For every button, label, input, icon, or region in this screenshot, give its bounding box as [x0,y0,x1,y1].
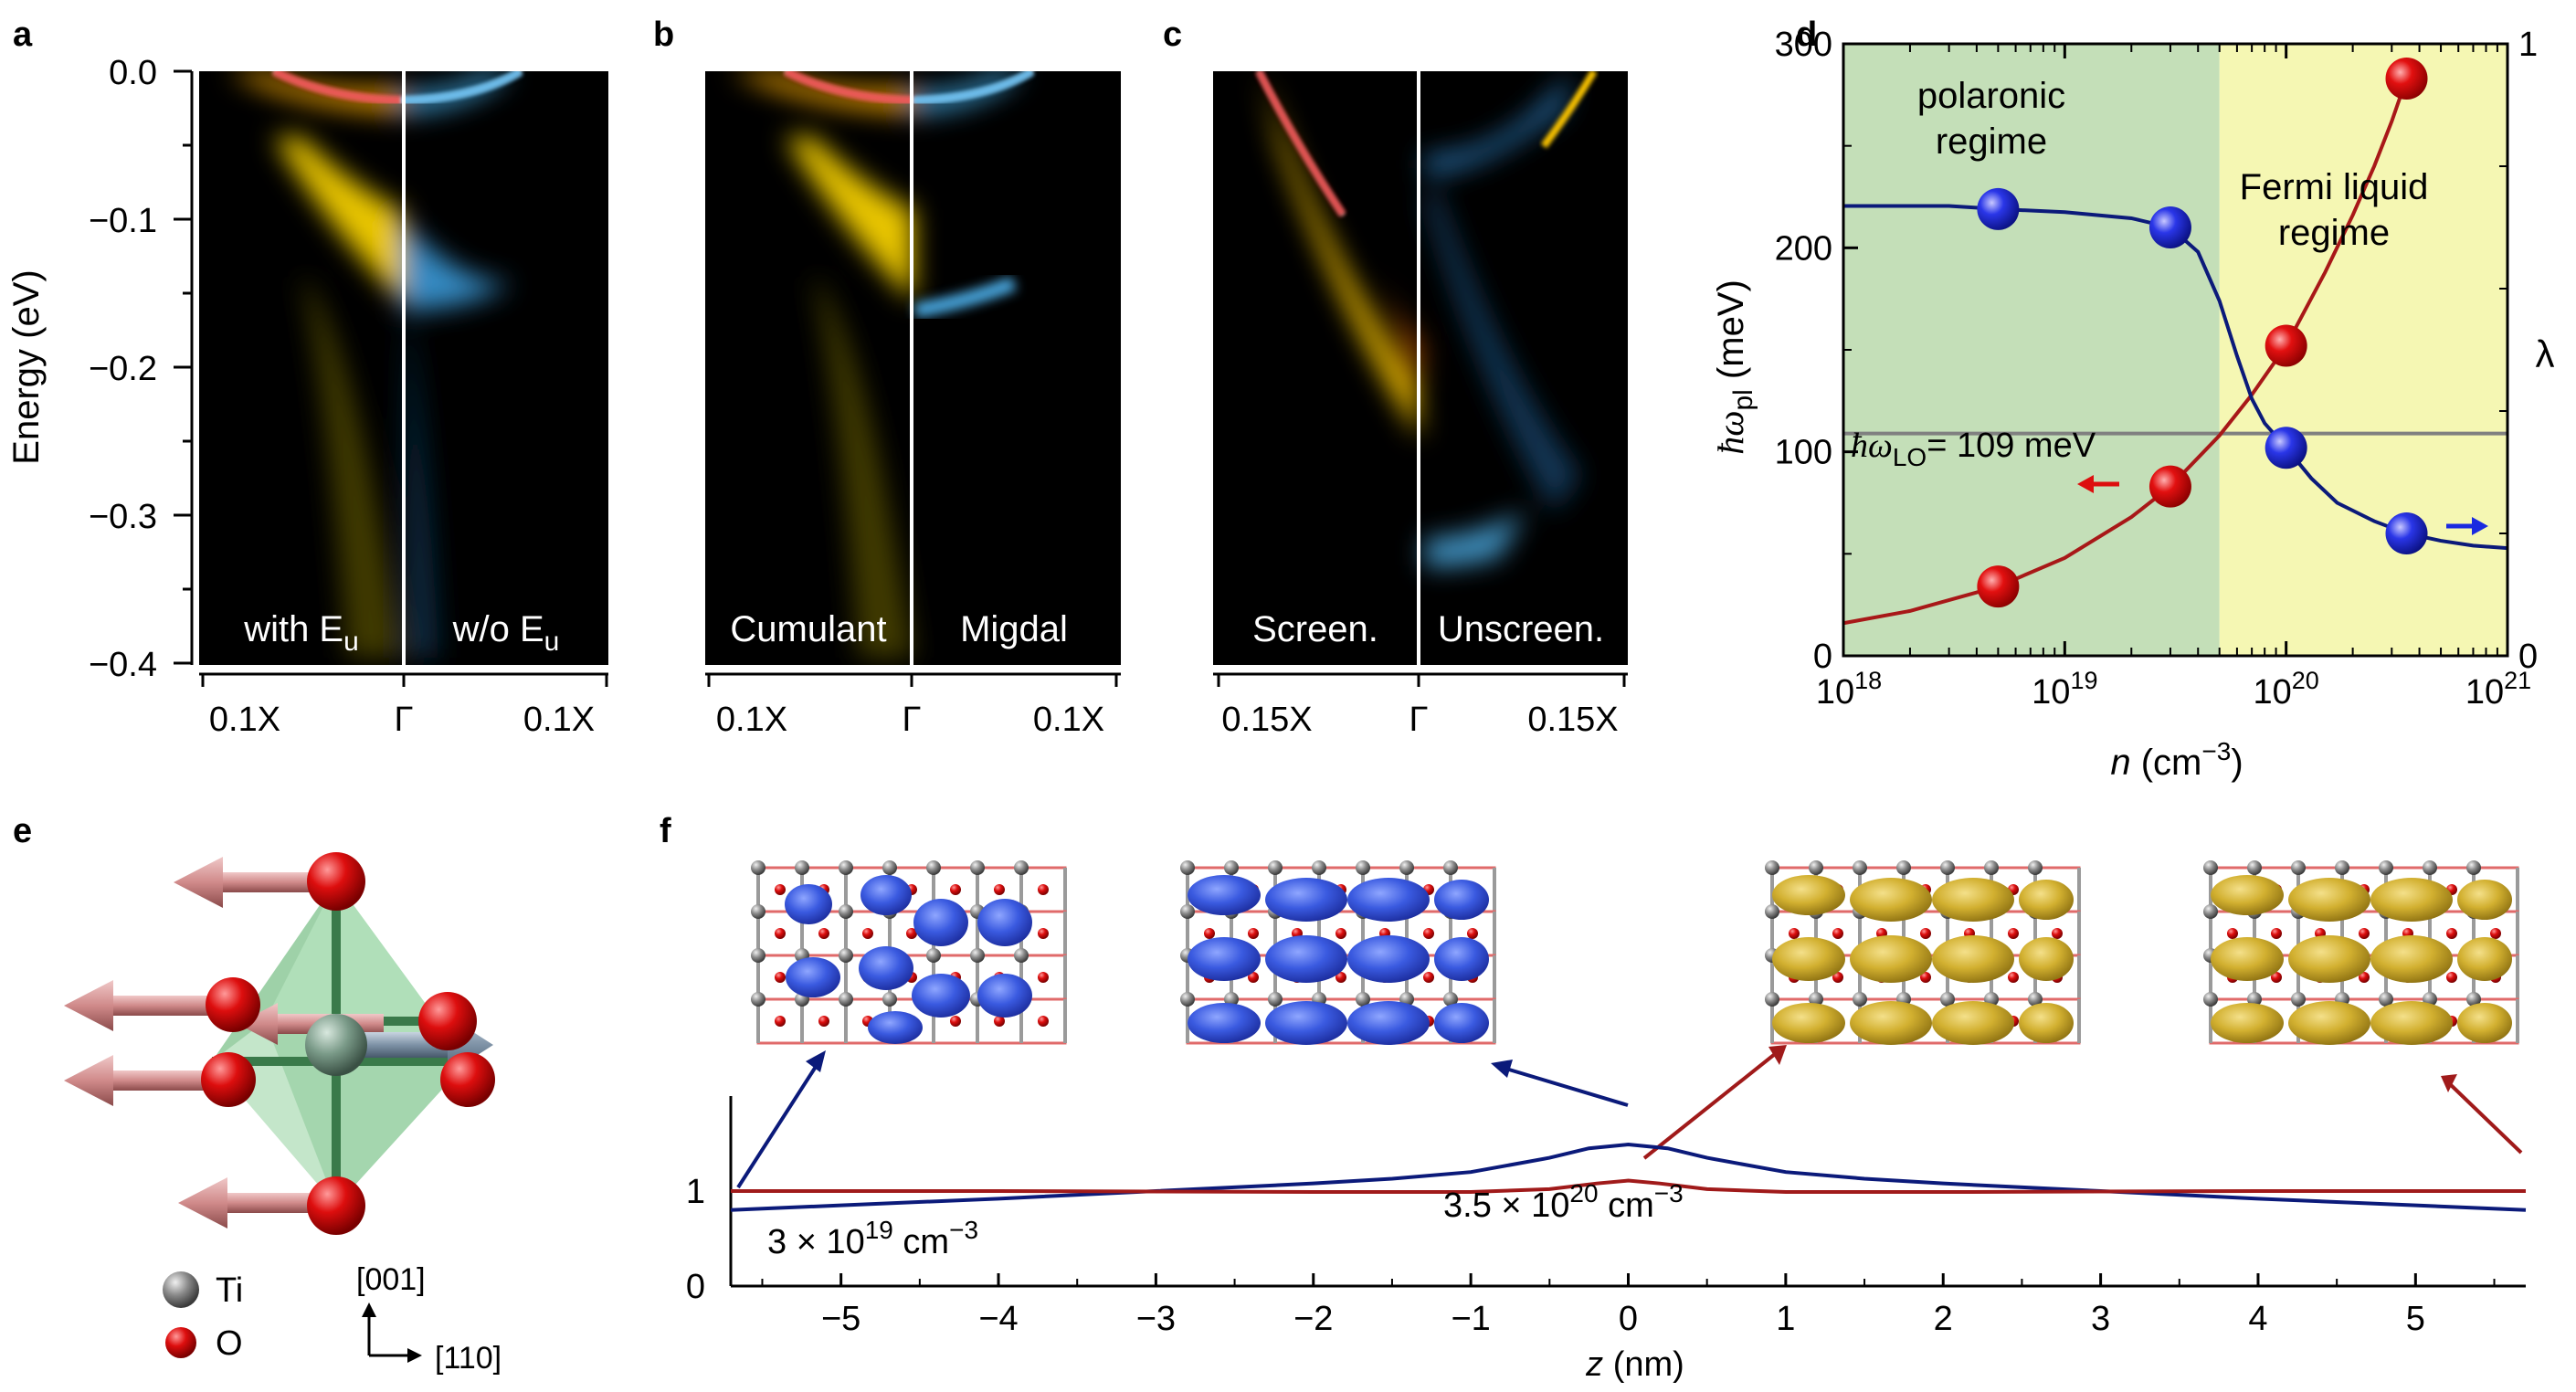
panel-f-xlabel: z (nm) [1585,1345,1684,1384]
panel-f-chart: −5 −4 −3 −2 −1 0 1 2 3 4 5 0 1 3 × 1019 cm−3 3.5 × 1… [686,1096,2527,1384]
f-xtick-label-9: 4 [2248,1300,2267,1338]
f-xtick-label-2: −3 [1136,1300,1176,1338]
red-arrow-left [2077,475,2119,493]
d-xtick-label-3: 1021 [2465,667,2531,712]
panel-label-a: a [13,16,33,54]
f-ytick-label-0: 0 [686,1268,705,1306]
panel-d-ylabel-right: λ [2536,332,2555,375]
energy-tick-3: −0.3 [89,498,157,536]
panel-a-spectrum: with Eu w/o Eu [199,71,608,665]
lambda-point-1 [2148,206,2191,248]
panel-a-xtick-1: Γ [395,701,414,739]
legend-o: O [216,1324,243,1363]
energy-tick-2: −0.2 [89,350,157,388]
panel-c-left-label: Screen. [1252,609,1378,649]
panel-a-x-axis: 0.1X Γ 0.1X [199,672,608,739]
panel-b-spectrum: Cumulant Migdal [705,71,1121,665]
ti-legend-icon [163,1271,199,1308]
density-curve-high [731,1178,2526,1195]
panel-c-right-label: Unscreen. [1438,609,1604,649]
legend-ti: Ti [216,1271,243,1310]
panel-a-xtick-2: 0.1X [523,701,595,739]
plasmon-point-3 [2385,57,2428,100]
fermi-label-line2: regime [2278,213,2390,253]
energy-axis: 0.0 −0.1 −0.2 −0.3 −0.4 Energy (eV) [6,54,194,684]
polaronic-label-line1: polaronic [1917,76,2065,116]
f-xtick-label-7: 2 [1934,1300,1953,1338]
panel-c-x-axis: 0.15X Γ 0.15X [1213,672,1628,739]
d-ytick-label-2: 200 [1775,229,1832,268]
d-ytick-label-1: 100 [1775,434,1832,472]
panel-b-xtick-1: Γ [903,701,922,739]
f-xtick-label-0: −5 [821,1300,860,1338]
panel-b-xtick-2: 0.1X [1033,701,1104,739]
f-ytick-label-1: 1 [686,1173,705,1211]
plasmon-point-0 [1977,565,2020,608]
panel-a-right-label: w/o Eu [452,609,560,657]
panel-a-xtick-0: 0.1X [209,701,280,739]
energy-axis-label: Energy (eV) [6,269,47,464]
panel-c-xtick-0: 0.15X [1221,701,1312,739]
panel-b-left-label: Cumulant [730,609,886,649]
panel-c-spectrum: Screen. Unscreen. [1213,71,1628,665]
axis-110: [110] [435,1341,501,1376]
panel-f-slab-3 [1763,859,2081,1045]
f-xtick-label-10: 5 [2406,1300,2425,1338]
lambda-point-3 [2385,512,2428,554]
polaronic-label-line2: regime [1936,121,2047,162]
plasmon-point-2 [2265,324,2307,367]
panel-e-octahedron: Ti O [001] [110] [64,852,501,1376]
ti-atom-center [305,1014,367,1076]
panel-label-b: b [653,16,674,54]
lambda-point-2 [2265,427,2307,469]
polaronic-region [1843,44,2220,656]
panel-c-xtick-2: 0.15X [1527,701,1618,739]
panel-f-slab-4 [2201,859,2519,1045]
fermi-label-line1: Fermi liquid [2240,167,2429,207]
panel-b-xtick-0: 0.1X [716,701,787,739]
panel-c-xtick-1: Γ [1409,701,1429,739]
lambda-point-0 [1977,187,2020,230]
panel-label-f: f [660,812,671,850]
f-xtick-label-3: −2 [1293,1300,1333,1338]
fermi-liquid-region [2219,44,2507,656]
d-ytick-label-3: 300 [1775,26,1832,64]
d-xtick-label-0: 1018 [1816,667,1882,712]
lo-label: ħωLO= 109 meV [1851,427,2096,471]
f-xtick-label-4: −1 [1451,1300,1490,1338]
panel-f-slab-2 [1178,859,1496,1045]
d-ytick-label-0: 0 [1813,638,1832,676]
o-legend-icon [165,1327,196,1358]
d-y2tick-label-1: 1 [2518,26,2538,64]
crystal-axes-icon [367,1310,415,1357]
panel-label-e: e [13,812,32,850]
f-xtick-label-6: 1 [1776,1300,1795,1338]
panel-b-x-axis: 0.1X Γ 0.1X [705,672,1121,739]
pointer-arrows [736,1049,2523,1189]
energy-tick-1: −0.1 [89,202,157,240]
d-y2tick-label-0: 0 [2518,638,2538,676]
low-density-label: 3 × 1019 cm−3 [767,1216,978,1261]
plasmon-point-1 [2148,465,2191,508]
energy-tick-4: −0.4 [89,646,157,684]
panel-label-c: c [1163,16,1182,54]
panel-d-ylabel: ħωpl (meV) [1710,279,1758,455]
axis-001: [001] [356,1262,426,1297]
f-xtick-label-1: −4 [978,1300,1018,1338]
panel-a-left-label: with Eu [243,609,359,657]
energy-tick-0: 0.0 [109,54,157,92]
panel-d-xlabel: n (cm−3) [2110,737,2243,783]
high-density-label: 3.5 × 1020 cm−3 [1443,1179,1684,1225]
panel-label-d: d [1796,16,1817,54]
d-xtick-label-2: 1020 [2254,667,2319,712]
f-xtick-label-8: 3 [2091,1300,2110,1338]
panel-f-slab-1 [749,859,1067,1045]
blue-arrow-right [2446,517,2488,535]
panel-b-right-label: Migdal [960,609,1068,649]
d-xtick-label-1: 1019 [2032,667,2097,712]
f-xtick-label-5: 0 [1619,1300,1638,1338]
